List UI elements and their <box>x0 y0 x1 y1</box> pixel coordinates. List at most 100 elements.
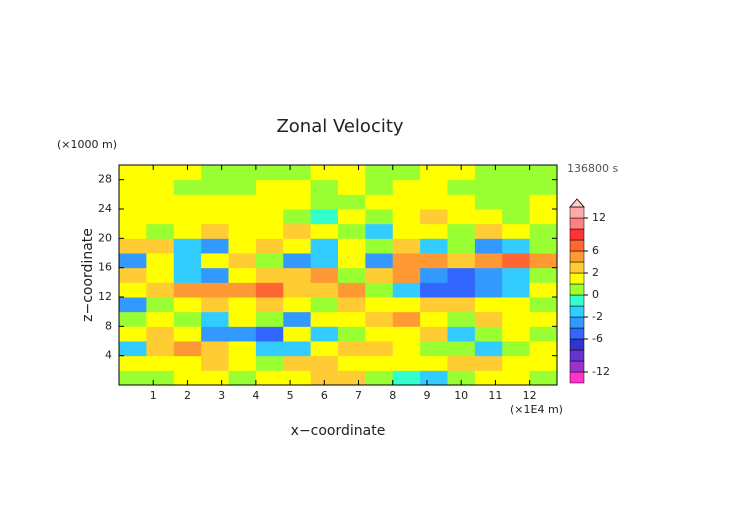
contour-cell <box>420 282 448 298</box>
contour-cell <box>529 238 558 254</box>
contour-cell <box>255 209 284 225</box>
contour-cell <box>201 238 229 254</box>
contour-cell <box>502 311 531 327</box>
contour-cell <box>228 326 257 342</box>
contour-cell <box>474 179 503 195</box>
contour-cell <box>420 209 448 225</box>
contour-cell <box>310 355 339 371</box>
contour-cell <box>146 194 175 210</box>
contour-cell <box>255 311 284 327</box>
contour-cell <box>338 194 366 210</box>
colorbar-swatch <box>569 327 585 340</box>
x-tick-label: 9 <box>423 389 430 402</box>
contour-cell <box>146 326 175 342</box>
contour-cell <box>119 267 147 283</box>
contour-cell <box>283 179 312 195</box>
contour-cell <box>338 165 366 181</box>
contour-cell <box>173 311 202 327</box>
contour-cell <box>392 370 421 386</box>
contour-cell <box>420 355 448 371</box>
contour-cell <box>146 165 175 181</box>
contour-cell <box>338 370 366 386</box>
y-tick-label: 12 <box>98 290 112 303</box>
contour-cell <box>392 311 421 327</box>
contour-cell <box>420 297 448 313</box>
contour-cell <box>255 282 284 298</box>
contour-cell <box>447 355 476 371</box>
contour-cell <box>119 370 147 386</box>
colorbar-swatch <box>569 206 585 219</box>
contour-cell <box>310 370 339 386</box>
contour-cell <box>365 311 394 327</box>
contour-cell <box>283 209 312 225</box>
colorbar-tick-label: 2 <box>592 266 599 279</box>
contour-cell <box>338 326 366 342</box>
contour-cell <box>447 326 476 342</box>
x-tick-label: 6 <box>321 389 328 402</box>
contour-cell <box>474 165 503 181</box>
contour-cell <box>392 238 421 254</box>
contour-cell <box>502 370 531 386</box>
colorbar-tick-label: -6 <box>592 332 603 345</box>
contour-cell <box>310 165 339 181</box>
contour-cell <box>310 223 339 239</box>
contour-cell <box>146 355 175 371</box>
contour-cell <box>365 341 394 357</box>
contour-cell <box>529 209 558 225</box>
contour-cell <box>201 282 229 298</box>
contour-cell <box>392 341 421 357</box>
contour-cell <box>201 179 229 195</box>
contour-cell <box>146 223 175 239</box>
contour-cell <box>119 355 147 371</box>
x-tick-label: 10 <box>454 389 468 402</box>
colorbar-swatch <box>569 349 585 362</box>
contour-cell <box>502 223 531 239</box>
colorbar-swatch <box>569 239 585 252</box>
contour-cell <box>119 282 147 298</box>
contour-cell <box>119 326 147 342</box>
x-tick-label: 2 <box>184 389 191 402</box>
contour-cell <box>201 194 229 210</box>
colorbar-swatch <box>569 338 585 351</box>
contour-cell <box>474 297 503 313</box>
contour-cell <box>228 282 257 298</box>
contour-cell <box>228 238 257 254</box>
contour-cell <box>365 194 394 210</box>
contour-cell <box>173 223 202 239</box>
contour-cell <box>201 370 229 386</box>
contour-cell <box>474 326 503 342</box>
contour-cell <box>474 370 503 386</box>
contour-cell <box>474 253 503 269</box>
colorbar-swatch <box>569 294 585 307</box>
contour-cell <box>529 253 558 269</box>
contour-cell <box>502 355 531 371</box>
x-tick-label: 4 <box>252 389 259 402</box>
contour-cell <box>447 238 476 254</box>
contour-cell <box>228 253 257 269</box>
contour-cell <box>365 370 394 386</box>
contour-cell <box>283 311 312 327</box>
plot-frame <box>118 164 558 386</box>
contour-cell <box>447 267 476 283</box>
contour-cell <box>420 370 448 386</box>
x-tick-label: 5 <box>287 389 294 402</box>
chart-title: Zonal Velocity <box>276 116 403 137</box>
contour-cell <box>255 355 284 371</box>
contour-cell <box>310 267 339 283</box>
contour-cell <box>255 253 284 269</box>
contour-cell <box>310 282 339 298</box>
contour-cell <box>119 165 147 181</box>
contour-cell <box>392 355 421 371</box>
contour-cell <box>119 253 147 269</box>
contour-cell <box>529 194 558 210</box>
contour-cell <box>502 267 531 283</box>
contour-cell <box>228 355 257 371</box>
contour-cell <box>529 267 558 283</box>
colorbar-swatch <box>569 228 585 241</box>
contour-cell <box>502 326 531 342</box>
y-unit-label: (×1000 m) <box>57 138 117 151</box>
contour-cell <box>228 311 257 327</box>
contour-cell <box>420 194 448 210</box>
contour-cell <box>173 297 202 313</box>
colorbar-tick-label: 12 <box>592 211 606 224</box>
